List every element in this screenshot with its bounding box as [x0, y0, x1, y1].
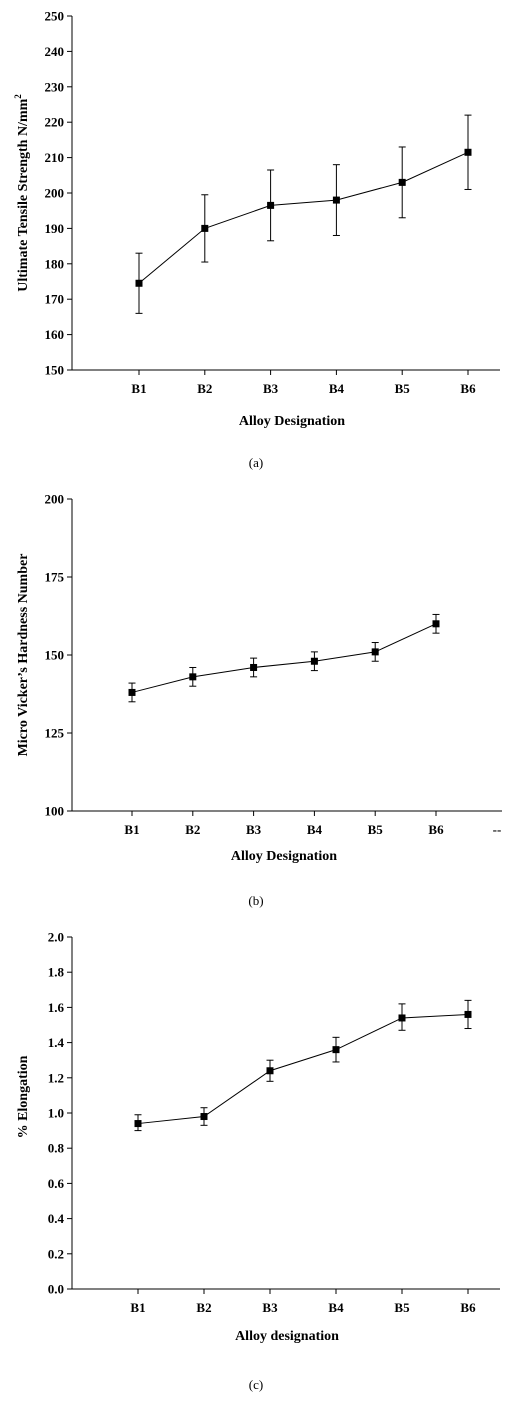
series-line [138, 151, 469, 284]
x-tick-label: B6 [460, 1300, 476, 1315]
x-tick-label: B5 [368, 822, 384, 837]
data-point [371, 648, 379, 656]
data-point [266, 1067, 274, 1075]
chart-b-ylabel: Micro Vicker’s Hardness Number [16, 554, 31, 757]
y-tick-label: 220 [45, 115, 65, 130]
y-tick-label: 0.0 [48, 1282, 64, 1297]
data-point [310, 657, 318, 665]
chart-c-x-ticks: B1 B2 B3 B4 B5 B6 [130, 1289, 476, 1315]
x-tick-label: B2 [185, 822, 200, 837]
y-tick-label: 240 [45, 44, 65, 59]
y-tick-label: 0.2 [48, 1246, 64, 1261]
y-tick-label: 180 [45, 256, 65, 271]
x-tick-label: B1 [131, 381, 146, 396]
chart-a-marks [135, 114, 472, 314]
x-tick-label: B6 [460, 381, 476, 396]
x-tick-label: B2 [196, 1300, 211, 1315]
chart-b-caption: (b) [248, 893, 263, 908]
y-tick-label: 100 [45, 804, 65, 819]
x-tick-label: B3 [246, 822, 262, 837]
y-tick-label: 1.6 [48, 1000, 65, 1015]
chart-a-axes [71, 16, 500, 371]
data-point [464, 148, 472, 156]
data-point [189, 673, 197, 681]
chart-a-caption: (a) [249, 455, 263, 470]
data-point [128, 688, 136, 696]
x-tick-label-extra: -- [493, 822, 502, 837]
x-tick-label: B2 [197, 381, 212, 396]
chart-c-caption: (c) [249, 1377, 263, 1392]
y-tick-label: 200 [45, 492, 65, 507]
data-point [332, 196, 340, 204]
y-tick-label: 1.2 [48, 1070, 64, 1085]
data-point [250, 663, 258, 671]
x-tick-label: B1 [130, 1300, 145, 1315]
chart-c-ylabel: % Elongation [16, 1055, 31, 1138]
chart-b-x-ticks: B1 B2 B3 B4 B5 B6 -- [124, 811, 501, 837]
series-line [131, 623, 437, 693]
data-point [267, 201, 275, 209]
chart-c: 0.0 0.2 0.4 0.6 0.8 1.0 1.2 1.4 1.6 1.8 2.0 B1 B2 B3… [16, 930, 500, 1392]
x-tick-label: B4 [307, 822, 323, 837]
x-tick-label: B4 [328, 1300, 344, 1315]
chart-a-x-ticks: B1 B2 B3 B4 B5 B6 [131, 370, 476, 396]
y-tick-label: 2.0 [48, 930, 64, 945]
y-tick-label: 0.4 [48, 1211, 65, 1226]
y-tick-label: 1.0 [48, 1106, 64, 1121]
y-tick-label: 0.6 [48, 1176, 65, 1191]
chart-c-axes [71, 937, 500, 1290]
y-tick-label: 250 [45, 9, 65, 24]
chart-b-marks [128, 613, 440, 703]
data-point [464, 1010, 472, 1018]
chart-c-marks [134, 999, 472, 1132]
y-tick-label: 150 [45, 648, 65, 663]
x-tick-label: B4 [329, 381, 345, 396]
y-tick-label: 125 [45, 726, 65, 741]
y-tick-label: 190 [45, 221, 65, 236]
data-point [398, 1014, 406, 1022]
y-tick-label: 0.8 [48, 1141, 65, 1156]
data-point [201, 224, 209, 232]
x-tick-label: B5 [395, 381, 411, 396]
x-tick-label: B6 [428, 822, 444, 837]
y-tick-label: 200 [45, 186, 65, 201]
y-tick-label: 150 [45, 363, 65, 378]
chart-b-y-ticks: 100 125 150 175 200 [45, 492, 72, 819]
data-point [134, 1120, 142, 1128]
x-tick-label: B3 [263, 381, 279, 396]
data-point [135, 279, 143, 287]
chart-a: 150 160 170 180 190 200 210 220 230 240 250 B1 B2 B3… [13, 9, 500, 470]
y-tick-label: 170 [45, 292, 65, 307]
y-tick-label: 175 [45, 570, 65, 585]
chart-a-xlabel: Alloy Designation [239, 414, 345, 429]
y-tick-label: 160 [45, 327, 65, 342]
y-tick-label: 1.4 [48, 1035, 65, 1050]
chart-c-y-ticks: 0.0 0.2 0.4 0.6 0.8 1.0 1.2 1.4 1.6 1.8 2.0 [48, 930, 72, 1297]
chart-b-axes [71, 499, 502, 812]
y-tick-label: 210 [45, 150, 65, 165]
chart-b: 100 125 150 175 200 B1 B2 B3 B4 B5 B6 -- Micro Vic… [16, 492, 502, 908]
chart-a-ylabel: Ultimate Tensile Strength N/mm2 [13, 94, 31, 292]
chart-a-y-ticks: 150 160 170 180 190 200 210 220 230 240 250 [45, 9, 72, 378]
data-point [398, 178, 406, 186]
x-tick-label: B1 [124, 822, 139, 837]
series-line [137, 1013, 469, 1125]
chart-b-xlabel: Alloy Designation [231, 849, 337, 864]
data-point [432, 620, 440, 628]
data-point [200, 1113, 208, 1121]
x-tick-label: B3 [262, 1300, 278, 1315]
y-tick-label: 230 [45, 79, 65, 94]
x-tick-label: B5 [394, 1300, 410, 1315]
data-point [332, 1046, 340, 1054]
y-tick-label: 1.8 [48, 965, 65, 980]
chart-c-xlabel: Alloy designation [235, 1329, 339, 1344]
